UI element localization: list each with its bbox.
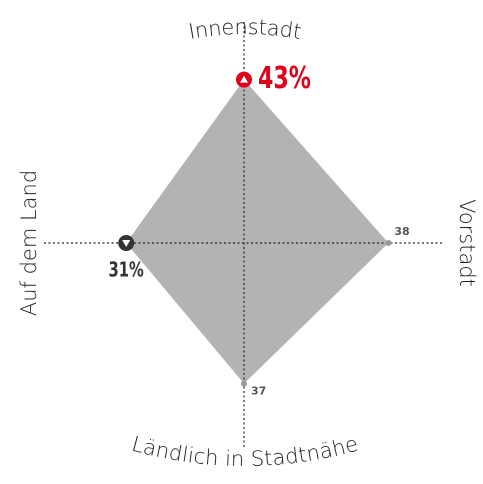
value-label: 37 (251, 385, 266, 398)
axis-label: Ländlich in Stadtnähe (129, 432, 360, 471)
axis-label-path: Innenstadt (187, 15, 303, 44)
axis-label: Auf dem Land (17, 170, 41, 316)
value-label: 31% (109, 259, 144, 282)
value-label: 38 (394, 225, 409, 238)
axis-label: Innenstadt (187, 15, 303, 44)
marker-icon (122, 240, 131, 247)
axis-label-path: Ländlich in Stadtnähe (129, 432, 360, 471)
marker-icon (240, 75, 248, 83)
value-label: 43% (258, 62, 311, 96)
radar-area (126, 79, 389, 384)
axis-label: Vorstadt (455, 199, 479, 287)
marker (241, 380, 247, 387)
marker (385, 240, 392, 246)
